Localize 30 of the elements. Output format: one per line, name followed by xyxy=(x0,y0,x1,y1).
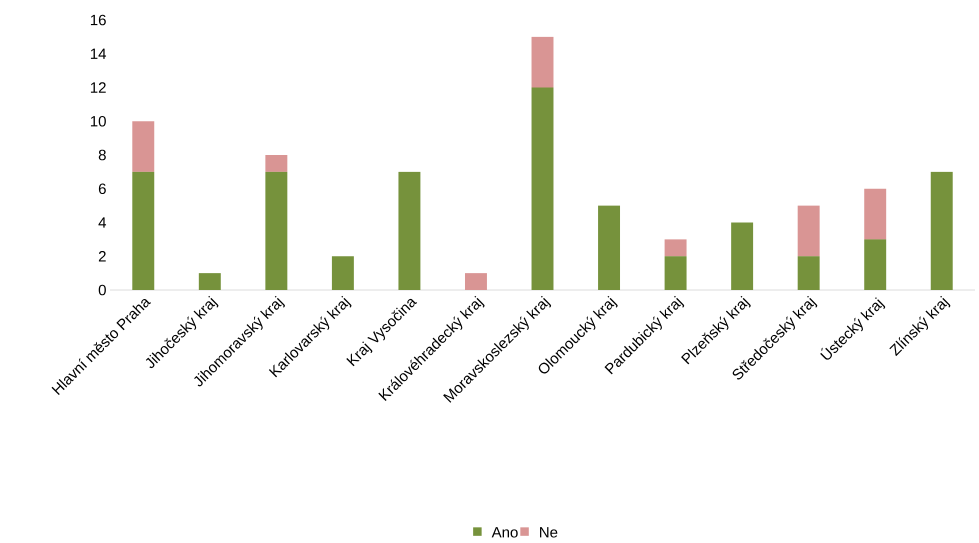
y-tick-label: 12 xyxy=(90,82,106,93)
bar xyxy=(598,206,620,290)
y-tick-label: 16 xyxy=(90,14,106,26)
bar xyxy=(532,36,554,88)
bar xyxy=(532,88,554,290)
bar xyxy=(132,121,154,172)
bar xyxy=(332,256,354,290)
y-tick-label: 4 xyxy=(98,217,106,228)
legend-label: Ano xyxy=(492,527,518,538)
bar xyxy=(864,188,886,240)
y-tick-label: 8 xyxy=(98,150,106,160)
bar xyxy=(798,206,820,256)
bar xyxy=(664,256,687,290)
bar xyxy=(398,172,420,290)
bar xyxy=(198,273,221,290)
bar xyxy=(731,222,754,290)
bar xyxy=(265,172,288,290)
bar xyxy=(930,172,953,290)
y-tick-label: 0 xyxy=(98,284,106,296)
y-tick-label: 14 xyxy=(90,48,106,59)
bar xyxy=(864,239,886,290)
bar xyxy=(798,256,820,290)
y-tick-label: 2 xyxy=(98,251,106,262)
legend-label: Ne xyxy=(540,527,558,538)
bar xyxy=(464,273,487,290)
bar xyxy=(132,172,154,290)
bar xyxy=(265,155,288,172)
y-tick-label: 10 xyxy=(90,116,106,127)
y-tick-label: 6 xyxy=(98,183,106,194)
bar xyxy=(664,239,687,256)
